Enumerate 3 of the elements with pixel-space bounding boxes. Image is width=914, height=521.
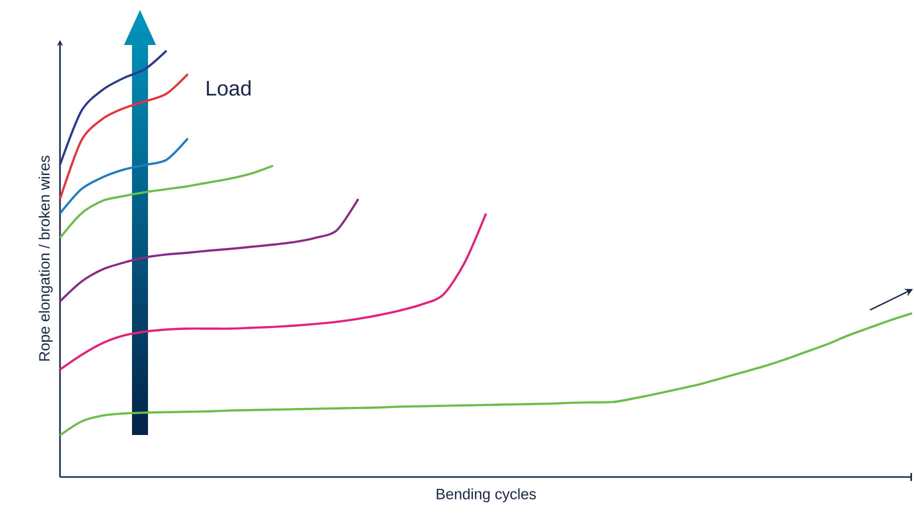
x-axis-title: Bending cycles [436,488,536,502]
y-axis-title: Rope elongation / broken wires [38,156,53,361]
annotation: Load [206,80,251,96]
